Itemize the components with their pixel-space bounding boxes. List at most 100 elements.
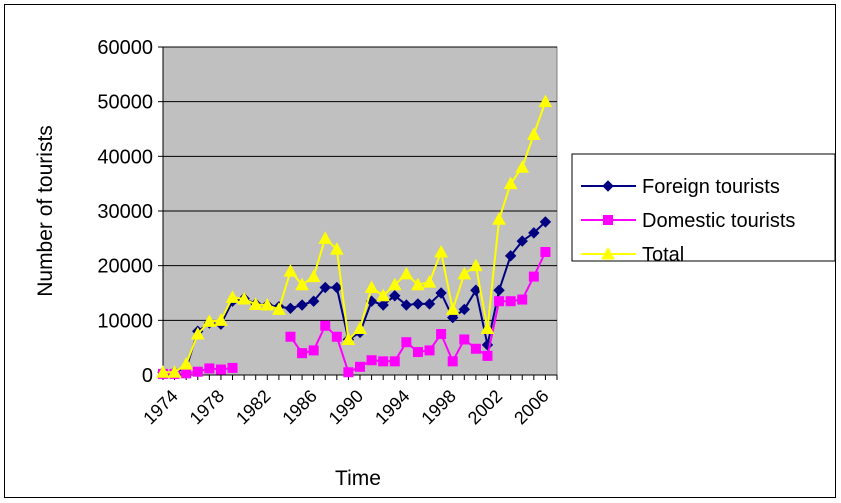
data-point — [446, 311, 459, 324]
x-tick-label: 1982 — [232, 386, 274, 428]
x-tick-label: 1994 — [371, 386, 413, 428]
data-point — [423, 298, 436, 310]
data-point — [470, 343, 481, 354]
data-point — [156, 365, 170, 378]
data-point — [318, 231, 333, 244]
data-point — [260, 297, 275, 311]
data-point — [494, 296, 505, 307]
data-point — [341, 332, 356, 345]
data-point — [329, 242, 344, 255]
y-tick-label: 20000 — [97, 256, 153, 278]
data-point — [377, 299, 389, 311]
x-tick-label: 1978 — [186, 386, 228, 428]
legend-label: Foreign tourists — [642, 176, 780, 198]
x-tick-label: 1998 — [417, 386, 459, 428]
data-point — [307, 295, 320, 307]
data-point — [284, 302, 297, 315]
data-point — [389, 290, 401, 302]
data-point — [343, 367, 354, 378]
data-point — [308, 345, 319, 356]
data-point — [355, 361, 365, 372]
data-point — [447, 356, 458, 367]
data-point — [526, 127, 541, 140]
data-point — [436, 329, 447, 339]
data-point — [248, 297, 263, 310]
data-point — [331, 331, 342, 342]
data-point — [387, 277, 402, 291]
data-point — [505, 296, 516, 307]
data-point — [306, 269, 321, 283]
legend-marker — [601, 246, 615, 260]
data-point — [204, 363, 215, 374]
chart-area: 0 10000 20000 30000 40000 50000 60000 1974 1978 1… — [4, 4, 836, 498]
data-point — [320, 320, 331, 331]
x-tick-label: 2006 — [510, 386, 552, 428]
y-tick-label: 10000 — [97, 310, 153, 332]
y-tick-label: 0 — [142, 365, 153, 387]
data-point — [167, 365, 182, 378]
data-point — [458, 303, 471, 316]
data-point — [540, 247, 551, 257]
data-point — [364, 280, 379, 294]
data-point — [482, 350, 493, 361]
y-tick-label: 50000 — [97, 92, 153, 114]
data-point — [422, 275, 437, 288]
data-point — [412, 298, 424, 310]
x-tick-label: 1974 — [139, 386, 181, 428]
legend-marker — [603, 215, 613, 225]
data-point — [389, 356, 400, 367]
legend-box — [571, 153, 836, 262]
data-point — [504, 250, 517, 262]
legend-label: Domestic tourists — [642, 210, 795, 232]
data-point — [539, 216, 552, 228]
gridlines — [163, 46, 557, 321]
series-line — [163, 221, 547, 374]
y-axis-label: Number of tourists — [34, 125, 57, 297]
data-point — [435, 287, 447, 299]
data-point — [400, 299, 413, 311]
data-point — [459, 334, 470, 345]
data-point — [296, 299, 308, 311]
data-point — [295, 277, 309, 291]
data-point — [528, 227, 540, 239]
data-point — [202, 314, 217, 327]
data-point — [190, 326, 205, 340]
data-point — [179, 357, 194, 370]
data-point — [492, 212, 506, 225]
data-point — [378, 356, 389, 367]
data-point — [272, 302, 286, 315]
data-point — [411, 277, 425, 291]
data-point — [331, 281, 343, 294]
data-point — [225, 290, 240, 303]
x-tick-label: 1986 — [278, 386, 320, 428]
data-point — [445, 302, 460, 315]
data-point — [353, 321, 367, 335]
data-point — [528, 271, 539, 282]
x-axis-label: Time — [335, 467, 381, 490]
y-tick-label: 30000 — [97, 201, 153, 223]
legend-label: Total — [642, 244, 684, 266]
data-point — [457, 266, 472, 280]
data-point — [376, 288, 391, 302]
data-point — [424, 345, 435, 356]
data-point — [285, 331, 296, 342]
data-point — [214, 313, 228, 326]
y-tick-label: 60000 — [97, 37, 153, 59]
data-point — [503, 176, 518, 190]
legend-marker — [602, 180, 614, 192]
y-tick-label: 40000 — [97, 146, 153, 168]
data-point — [399, 266, 414, 280]
x-tick-label: 1990 — [325, 386, 367, 428]
data-point — [434, 244, 448, 258]
data-point — [515, 160, 530, 173]
data-point — [297, 348, 308, 359]
data-point — [192, 366, 203, 377]
data-point — [516, 235, 528, 247]
data-point — [366, 355, 377, 366]
data-point — [493, 284, 505, 296]
data-point — [538, 94, 553, 108]
data-point — [517, 294, 528, 305]
series-total — [156, 94, 553, 378]
data-point — [181, 368, 192, 379]
